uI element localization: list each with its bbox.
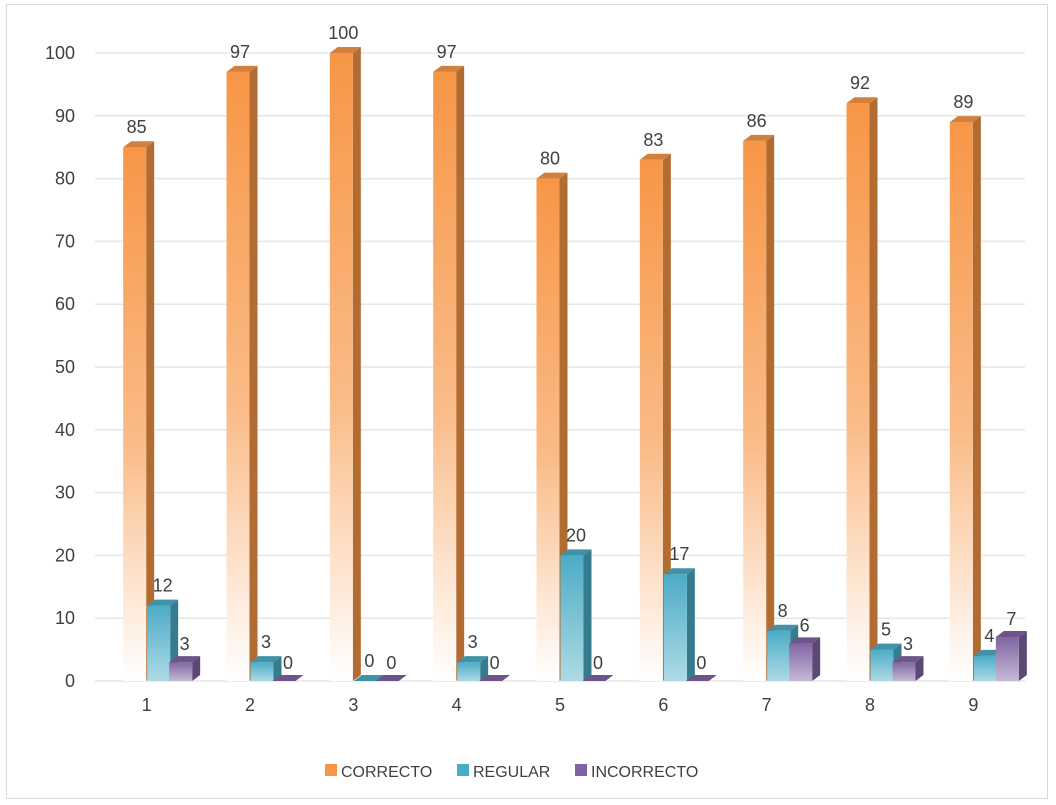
legend-swatch — [325, 764, 337, 776]
data-label-regular-4: 3 — [468, 632, 478, 652]
bar-incorrecto-1 — [169, 656, 201, 681]
x-tick-label: 3 — [348, 695, 358, 715]
y-tick-label: 50 — [55, 357, 75, 377]
y-tick-label: 80 — [55, 169, 75, 189]
data-label-regular-2: 3 — [261, 632, 271, 652]
data-label-correcto-8: 92 — [850, 73, 870, 93]
bar-regular-3 — [353, 675, 385, 681]
data-label-regular-1: 12 — [153, 576, 173, 596]
data-label-correcto-2: 97 — [230, 42, 250, 62]
legend-swatch — [575, 764, 587, 776]
x-tick-label: 9 — [968, 695, 978, 715]
data-label-incorrecto-3: 0 — [386, 653, 396, 673]
data-label-incorrecto-5: 0 — [593, 653, 603, 673]
data-label-incorrecto-4: 0 — [490, 653, 500, 673]
bar-correcto-4 — [433, 65, 465, 682]
x-tick-label: 8 — [865, 695, 875, 715]
data-label-correcto-3: 100 — [328, 23, 358, 43]
legend-label: REGULAR — [473, 764, 550, 781]
data-label-correcto-6: 83 — [643, 130, 663, 150]
bar-incorrecto-6 — [685, 675, 717, 681]
legend: CORRECTO REGULAR INCORRECTO — [325, 764, 698, 781]
bar-incorrecto-7 — [789, 637, 821, 681]
legend-swatch — [457, 764, 469, 776]
x-tick-label: 4 — [452, 695, 462, 715]
x-tick-label: 6 — [658, 695, 668, 715]
bar-incorrecto-9 — [995, 631, 1027, 681]
data-label-incorrecto-9: 7 — [1006, 609, 1016, 629]
legend-item-incorrecto: INCORRECTO — [575, 764, 698, 781]
y-tick-label: 20 — [55, 545, 75, 565]
data-label-regular-9: 4 — [984, 626, 994, 646]
y-tick-label: 30 — [55, 483, 75, 503]
data-label-regular-3: 0 — [364, 651, 374, 671]
data-label-incorrecto-1: 3 — [180, 634, 190, 654]
bar-correcto-1 — [123, 141, 155, 681]
data-label-incorrecto-7: 6 — [800, 615, 810, 635]
data-label-regular-6: 17 — [669, 544, 689, 564]
x-tick-label: 5 — [555, 695, 565, 715]
bar-incorrecto-2 — [272, 675, 304, 681]
data-label-incorrecto-8: 3 — [903, 634, 913, 654]
x-tick-label: 7 — [762, 695, 772, 715]
y-tick-label: 100 — [45, 43, 75, 63]
bar-correcto-3 — [329, 47, 361, 681]
bar-incorrecto-3 — [375, 675, 407, 681]
y-tick-label: 0 — [65, 671, 75, 691]
bar-regular-6 — [663, 568, 695, 681]
data-label-correcto-1: 85 — [127, 117, 147, 137]
y-tick-label: 40 — [55, 420, 75, 440]
legend-label: INCORRECTO — [591, 764, 698, 781]
legend-item-correcto: CORRECTO — [325, 764, 432, 781]
data-label-regular-7: 8 — [778, 601, 788, 621]
bar-correcto-8 — [846, 97, 878, 682]
bar-correcto-7 — [743, 134, 775, 682]
bar-correcto-2 — [226, 65, 258, 682]
data-label-regular-8: 5 — [881, 620, 891, 640]
bar-incorrecto-5 — [582, 675, 614, 681]
y-tick-label: 70 — [55, 231, 75, 251]
data-label-incorrecto-6: 0 — [696, 653, 706, 673]
y-tick-label: 90 — [55, 106, 75, 126]
data-label-correcto-4: 97 — [437, 42, 457, 62]
y-tick-label: 60 — [55, 294, 75, 314]
bar-incorrecto-4 — [479, 675, 511, 681]
data-label-incorrecto-2: 0 — [283, 653, 293, 673]
bar-incorrecto-8 — [892, 656, 924, 681]
data-label-correcto-7: 86 — [747, 111, 767, 131]
chart-frame: 0 10 20 30 40 50 60 70 80 90 100 1 2 3 4 5 6 7 8 9 85 12 3 97 3… — [6, 4, 1048, 799]
legend-item-regular: REGULAR — [457, 764, 550, 781]
y-tick-label: 10 — [55, 608, 75, 628]
legend-label: CORRECTO — [341, 764, 432, 781]
bar-correcto-6 — [639, 153, 671, 681]
bar-regular-5 — [560, 549, 592, 681]
data-label-correcto-9: 89 — [953, 92, 973, 112]
data-label-regular-5: 20 — [566, 525, 586, 545]
data-label-correcto-5: 80 — [540, 149, 560, 169]
bar-regular-2 — [250, 656, 282, 681]
bar-regular-4 — [457, 656, 489, 681]
x-tick-label: 2 — [245, 695, 255, 715]
bars — [123, 47, 1027, 682]
x-tick-label: 1 — [142, 695, 152, 715]
bar-correcto-9 — [949, 116, 981, 681]
